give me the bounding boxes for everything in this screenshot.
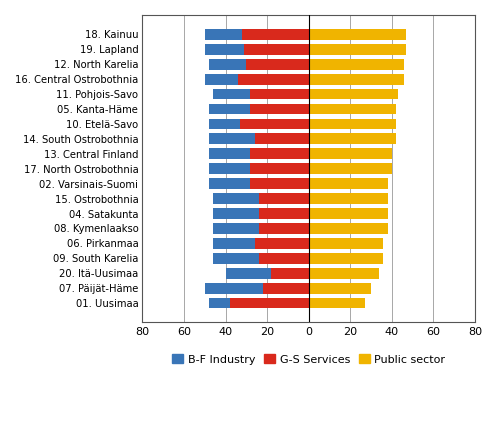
Bar [259,193,309,204]
Bar [213,238,254,249]
Bar [213,223,259,234]
Bar [271,268,309,279]
Bar [213,253,259,264]
Bar [250,104,309,114]
Bar [309,223,388,234]
Bar [259,208,309,219]
Bar [238,74,309,84]
Bar [244,44,309,55]
Bar [309,89,398,99]
Bar [205,44,244,55]
Bar [209,118,240,130]
Bar [209,104,250,114]
Bar [309,29,407,40]
Bar [309,59,404,69]
Bar [230,298,309,308]
Bar [213,89,250,99]
Bar [209,59,247,69]
Bar [205,283,263,294]
Bar [309,253,384,264]
Legend: B-F Industry, G-S Services, Public sector: B-F Industry, G-S Services, Public secto… [167,350,450,369]
Bar [309,208,388,219]
Bar [309,268,379,279]
Bar [259,253,309,264]
Bar [250,148,309,159]
Bar [309,104,396,114]
Bar [254,133,309,144]
Bar [209,163,250,174]
Bar [213,193,259,204]
Bar [309,74,404,84]
Bar [226,268,271,279]
Bar [247,59,309,69]
Bar [250,163,309,174]
Bar [209,298,230,308]
Bar [263,283,309,294]
Bar [250,89,309,99]
Bar [205,29,242,40]
Bar [309,148,392,159]
Bar [309,283,371,294]
Bar [205,74,238,84]
Bar [309,118,396,130]
Bar [209,133,254,144]
Bar [259,223,309,234]
Bar [309,298,365,308]
Bar [242,29,309,40]
Bar [309,44,407,55]
Bar [309,178,388,189]
Bar [309,238,384,249]
Bar [309,163,392,174]
Bar [309,193,388,204]
Bar [309,133,396,144]
Bar [254,238,309,249]
Bar [209,178,250,189]
Bar [240,118,309,130]
Bar [250,178,309,189]
Bar [213,208,259,219]
Bar [209,148,250,159]
